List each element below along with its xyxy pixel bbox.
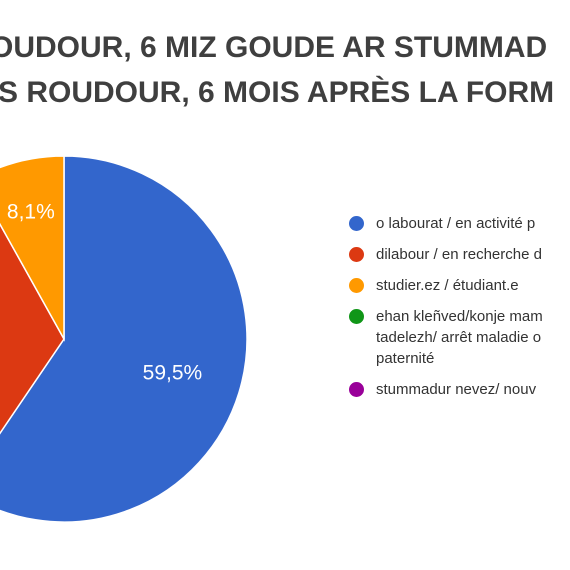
legend-swatch-red [349, 247, 364, 262]
legend-item-student[interactable]: studier.ez / étudiant.e [349, 275, 570, 296]
pie-slice-student[interactable] [0, 155, 65, 342]
chart-title-line-1: OUDOUR, 6 MIZ GOUDE AR STUMMAD [0, 31, 548, 64]
chart-title-line-2: ES ROUDOUR, 6 MOIS APRÈS LA FORM [0, 76, 555, 109]
legend-label: dilabour / en recherche d [376, 246, 542, 263]
legend-item-active[interactable]: o labourat / en activité p [349, 213, 570, 234]
legend-item-job-seeking[interactable]: dilabour / en recherche d [349, 244, 570, 265]
legend-label-line: ehan kleñved/konje mam [376, 308, 543, 325]
legend: o labourat / en activité p dilabour / en… [349, 213, 570, 410]
pie-data-label: 8,1% [7, 200, 55, 223]
pie-data-label: 59,5% [143, 361, 203, 384]
pie-slice-job-seeking[interactable] [0, 179, 65, 490]
legend-label-line: tadelezh/ arrêt maladie o [376, 329, 542, 346]
legend-label-line: paternité [376, 350, 435, 367]
legend-swatch-blue [349, 216, 364, 231]
pie-slice-active[interactable] [0, 155, 248, 523]
legend-item-new-training[interactable]: stummadur nevez/ nouv [349, 379, 570, 400]
legend-swatch-purple [349, 382, 364, 397]
legend-swatch-orange [349, 278, 364, 293]
legend-label: o labourat / en activité p [376, 215, 536, 232]
legend-label: studier.ez / étudiant.e [376, 277, 519, 294]
legend-label: stummadur nevez/ nouv [376, 381, 537, 398]
legend-item-leave[interactable]: ehan kleñved/konje mam tadelezh/ arrêt m… [349, 306, 570, 369]
legend-swatch-green [349, 309, 364, 324]
